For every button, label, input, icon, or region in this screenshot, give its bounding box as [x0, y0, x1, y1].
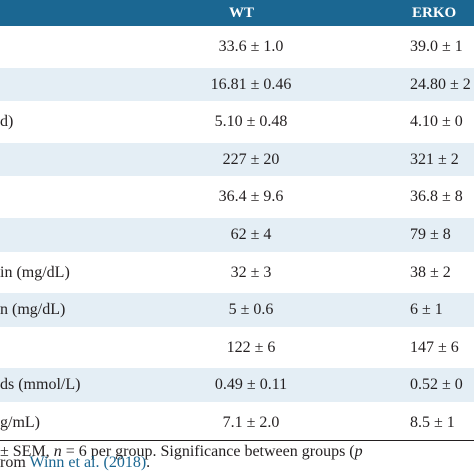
- row-label: d): [0, 113, 14, 131]
- table-row: d) 5.10 ± 0.48 4.10 ± 0: [0, 105, 474, 139]
- table-row: 16.81 ± 0.46 24.80 ± 2: [0, 67, 474, 102]
- cell-erko: 24.80 ± 2: [410, 75, 471, 93]
- cell-wt: 33.6 ± 1.0: [218, 38, 284, 55]
- cell-erko: 39.0 ± 1: [410, 38, 463, 55]
- footnote-text: rom: [0, 454, 30, 471]
- footnote-text: = 6 per group. Significance between grou…: [61, 443, 355, 460]
- row-label: ds (mmol/L): [0, 376, 81, 394]
- footnote-line-1: ± SEM, n = 6 per group. Significance bet…: [0, 441, 363, 463]
- cell-erko: 79 ± 8: [410, 226, 451, 243]
- cell-wt: 7.1 ± 2.0: [222, 414, 280, 431]
- footnote-text: .: [146, 454, 151, 471]
- cell-wt: 62 ± 4: [230, 226, 272, 243]
- cell-erko: 321 ± 2: [410, 150, 459, 168]
- table-row: n (mg/dL) 5 ± 0.6 6 ± 1: [0, 293, 474, 327]
- cell-erko: 4.10 ± 0: [410, 113, 463, 131]
- table-row: 122 ± 6 147 ± 6: [0, 331, 474, 365]
- table-row: g/mL) 7.1 ± 2.0 8.5 ± 1: [0, 406, 474, 440]
- table-row: 227 ± 20 321 ± 2: [0, 142, 474, 177]
- cell-erko: 6 ± 1: [410, 301, 443, 319]
- table-bottom-rule: [0, 440, 474, 441]
- footnote-text: ± SEM,: [0, 443, 54, 460]
- column-header-erko: ERKO: [412, 5, 457, 21]
- cell-wt: 5 ± 0.6: [228, 301, 274, 319]
- table-row: 62 ± 4 79 ± 8: [0, 218, 474, 252]
- table-row: ds (mmol/L) 0.49 ± 0.11 0.52 ± 0: [0, 368, 474, 402]
- column-header-wt: WT: [229, 5, 255, 21]
- cell-wt: 227 ± 20: [222, 150, 280, 168]
- cell-erko: 36.8 ± 8: [410, 188, 463, 206]
- row-label: in (mg/dL): [0, 263, 70, 281]
- cell-erko: 147 ± 6: [410, 338, 459, 356]
- cell-wt: 32 ± 3: [230, 263, 272, 281]
- cell-erko: 0.52 ± 0: [410, 376, 463, 394]
- cell-wt: 36.4 ± 9.6: [218, 188, 284, 206]
- table-header: WT ERKO: [0, 0, 474, 26]
- row-label: g/mL): [0, 414, 40, 431]
- cell-wt: 16.81 ± 0.46: [210, 75, 292, 93]
- footnote-n: n: [53, 443, 62, 460]
- row-label: n (mg/dL): [0, 301, 66, 319]
- table-row: in (mg/dL) 32 ± 3 38 ± 2: [0, 256, 474, 290]
- cell-erko: 38 ± 2: [410, 263, 451, 281]
- reference-link[interactable]: Winn et al. (2018): [29, 454, 147, 471]
- table-row: 33.6 ± 1.0 39.0 ± 1: [0, 30, 474, 64]
- cell-wt: 5.10 ± 0.48: [214, 113, 288, 131]
- footnote-line-2: rom Winn et al. (2018).: [0, 452, 150, 474]
- cell-wt: 0.49 ± 0.11: [214, 376, 288, 394]
- cell-erko: 8.5 ± 1: [410, 414, 455, 431]
- table-row: 36.4 ± 9.6 36.8 ± 8: [0, 180, 474, 214]
- cell-wt: 122 ± 6: [226, 338, 276, 356]
- footnote-p: p: [354, 443, 363, 460]
